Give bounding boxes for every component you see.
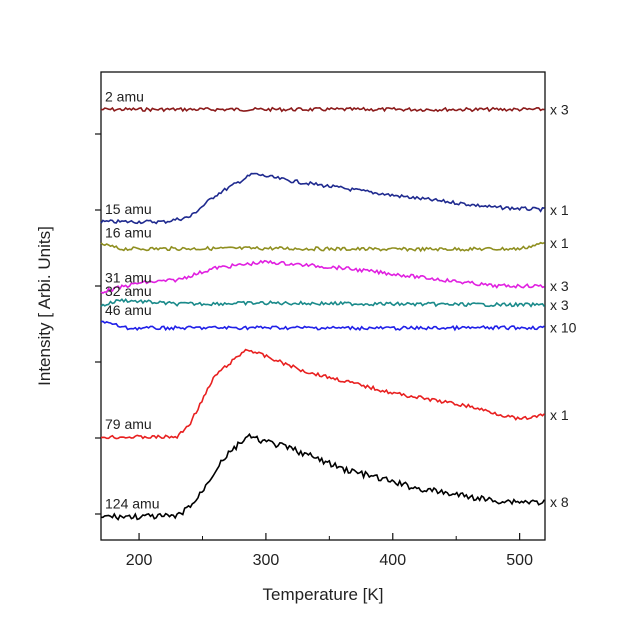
trace-multiplier-label: x 3: [550, 278, 569, 294]
x-axis: 200 300 400 500: [126, 533, 533, 569]
x-tick-label: 400: [379, 552, 406, 569]
x-tick-label: 300: [253, 552, 280, 569]
trace-multiplier-label: x 1: [550, 407, 569, 423]
trace-multiplier-label: x 1: [550, 202, 569, 218]
plot-frame: [100, 71, 546, 541]
trace-name-label: 79 amu: [105, 416, 152, 432]
y-axis-ticks: [95, 133, 101, 515]
trace-multiplier-label: x 10: [550, 320, 577, 336]
trace-multiplier-label: x 3: [550, 101, 569, 117]
trace-line: [100, 348, 545, 440]
trace-name-label: 2 amu: [105, 88, 144, 104]
x-axis-title: Temperature [K]: [263, 585, 384, 604]
trace-line: [100, 259, 545, 295]
trace-line: [100, 172, 545, 225]
trace-multiplier-label: x 3: [550, 297, 569, 313]
x-tick-label: 500: [506, 552, 533, 569]
traces: 2 amu x 3 15 amu x 1 16 amu x 1 31 amu x 3 32 am…: [100, 88, 577, 521]
trace-multiplier-label: x 1: [550, 235, 569, 251]
trace-name-label: 46 amu: [105, 302, 152, 318]
trace-name-label: 32 amu: [105, 283, 152, 299]
trace-name-label: 31 amu: [105, 269, 152, 285]
trace-line: [100, 106, 545, 113]
y-axis-title: Intensity [ Arbi. Units]: [35, 226, 54, 386]
trace-name-label: 124 amu: [105, 496, 159, 512]
trace-name-label: 15 amu: [105, 201, 152, 217]
trace-line: [101, 432, 546, 521]
x-tick-label: 200: [126, 552, 153, 569]
trace-line: [100, 241, 545, 253]
trace-name-label: 16 amu: [105, 225, 152, 241]
trace-line: [100, 297, 546, 308]
trace-multiplier-label: x 8: [550, 494, 569, 510]
trace-line: [100, 320, 545, 332]
